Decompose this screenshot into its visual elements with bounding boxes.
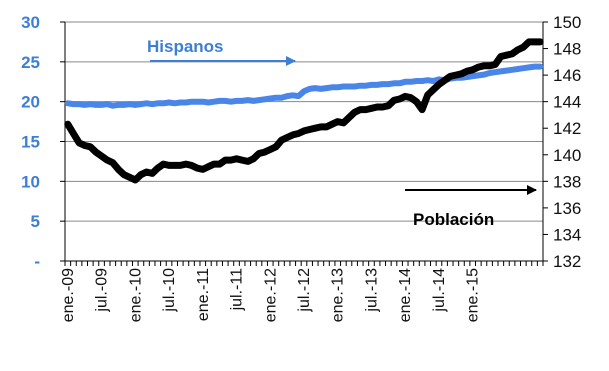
x-tick-label: jul.-14 bbox=[431, 268, 448, 313]
right-tick-label: 150 bbox=[553, 13, 581, 32]
left-tick-label: 30 bbox=[21, 13, 40, 32]
x-tick-label: ene.-14 bbox=[397, 268, 414, 322]
left-tick-label: 10 bbox=[21, 172, 40, 191]
x-tick-label: ene.-11 bbox=[195, 268, 212, 321]
x-tick-label: ene.-10 bbox=[127, 268, 144, 322]
x-axis-ticks: ene.-09 jul.-09 ene.-10 jul.-10 ene.-11 jul.-… bbox=[60, 268, 482, 322]
right-tick-label: 140 bbox=[553, 146, 581, 165]
right-tick-label: 136 bbox=[553, 199, 581, 218]
left-tick-label: 25 bbox=[21, 53, 40, 72]
series-lines bbox=[68, 42, 540, 180]
left-tick-label: - bbox=[34, 252, 40, 271]
x-tick-label: jul.-10 bbox=[161, 268, 178, 313]
right-axis-ticks: 132 134 136 138 140 142 144 146 148 150 bbox=[553, 13, 581, 271]
x-tick-label: ene.-15 bbox=[465, 268, 482, 322]
right-tick-label: 142 bbox=[553, 119, 581, 138]
left-tick-label: 5 bbox=[31, 212, 40, 231]
right-tick-label: 148 bbox=[553, 40, 581, 59]
right-tick-label: 146 bbox=[553, 66, 581, 85]
left-tick-label: 20 bbox=[21, 93, 40, 112]
x-tick-label: ene.-09 bbox=[60, 268, 77, 322]
poblacion-annotation: Población bbox=[413, 210, 494, 229]
x-tick-label: ene.-12 bbox=[262, 268, 279, 322]
axes bbox=[60, 22, 548, 266]
right-tick-label: 144 bbox=[553, 93, 581, 112]
x-tick-label: jul.-09 bbox=[94, 268, 111, 313]
series-line-poblaci-n bbox=[68, 42, 540, 180]
right-tick-label: 134 bbox=[553, 225, 581, 244]
x-tick-label: jul.-12 bbox=[296, 268, 313, 313]
gridlines bbox=[65, 22, 543, 221]
left-tick-label: 15 bbox=[21, 133, 40, 152]
x-tick-label: jul.-11 bbox=[229, 268, 246, 311]
x-tick-label: jul.-13 bbox=[363, 268, 380, 313]
left-axis-ticks: - 5 10 15 20 25 30 bbox=[21, 13, 40, 271]
hispanos-annotation: Hispanos bbox=[147, 37, 224, 56]
x-tick-label: ene.-13 bbox=[330, 268, 347, 322]
right-tick-label: 132 bbox=[553, 252, 581, 271]
right-tick-label: 138 bbox=[553, 172, 581, 191]
